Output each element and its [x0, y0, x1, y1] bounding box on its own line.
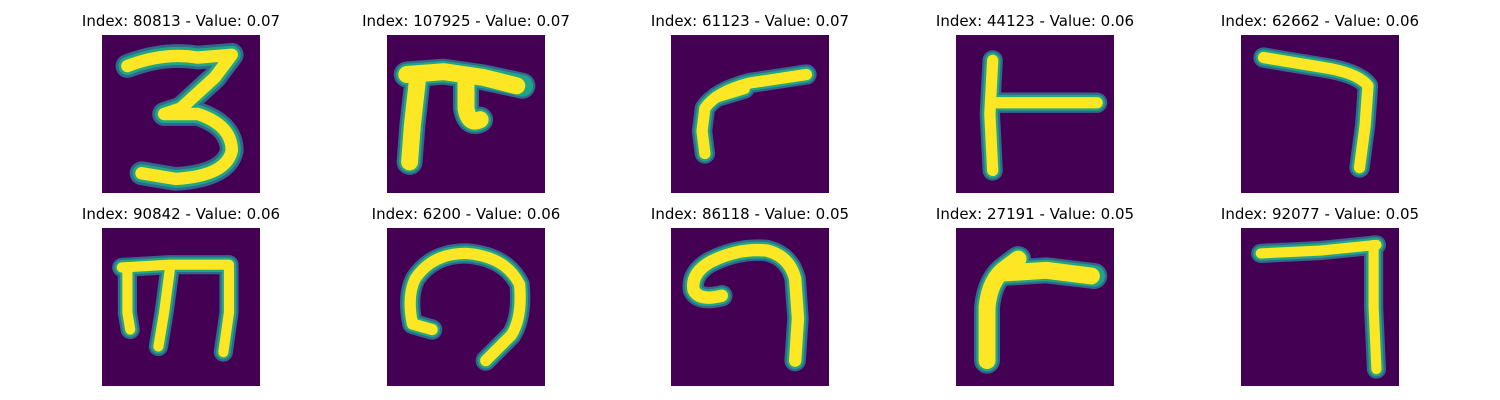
digit-image [387, 35, 545, 193]
panel-title: Index: 90842 - Value: 0.06 [81, 205, 281, 223]
digit-image [956, 35, 1114, 193]
digit-image [387, 228, 545, 386]
image-panel-3: Index: 61123 - Value: 0.07 [651, 12, 849, 193]
digit-image [102, 35, 260, 193]
image-panel-9: Index: 27191 - Value: 0.05 [936, 205, 1134, 386]
image-panel-4: Index: 44123 - Value: 0.06 [936, 12, 1134, 193]
image-panel-6: Index: 90842 - Value: 0.06 [82, 205, 280, 386]
digit-image [102, 228, 260, 386]
panel-title: Index: 107925 - Value: 0.07 [362, 12, 570, 30]
digit-image [671, 228, 829, 386]
image-panel-7: Index: 6200 - Value: 0.06 [372, 205, 560, 386]
panel-title: Index: 27191 - Value: 0.05 [935, 205, 1135, 223]
panel-title: Index: 44123 - Value: 0.06 [935, 12, 1135, 30]
panel-title: Index: 86118 - Value: 0.05 [650, 205, 850, 223]
panel-title: Index: 61123 - Value: 0.07 [650, 12, 850, 30]
image-panel-5: Index: 62662 - Value: 0.06 [1221, 12, 1419, 193]
image-panel-2: Index: 107925 - Value: 0.07 [362, 12, 570, 193]
digit-image [956, 228, 1114, 386]
digit-image [671, 35, 829, 193]
panel-title: Index: 92077 - Value: 0.05 [1220, 205, 1420, 223]
image-panel-10: Index: 92077 - Value: 0.05 [1221, 205, 1419, 386]
digit-image [1241, 35, 1399, 193]
digit-image [1241, 228, 1399, 386]
panel-title: Index: 6200 - Value: 0.06 [371, 205, 561, 223]
image-panel-1: Index: 80813 - Value: 0.07 [82, 12, 280, 193]
panel-title: Index: 62662 - Value: 0.06 [1220, 12, 1420, 30]
panel-title: Index: 80813 - Value: 0.07 [81, 12, 281, 30]
image-panel-8: Index: 86118 - Value: 0.05 [651, 205, 849, 386]
